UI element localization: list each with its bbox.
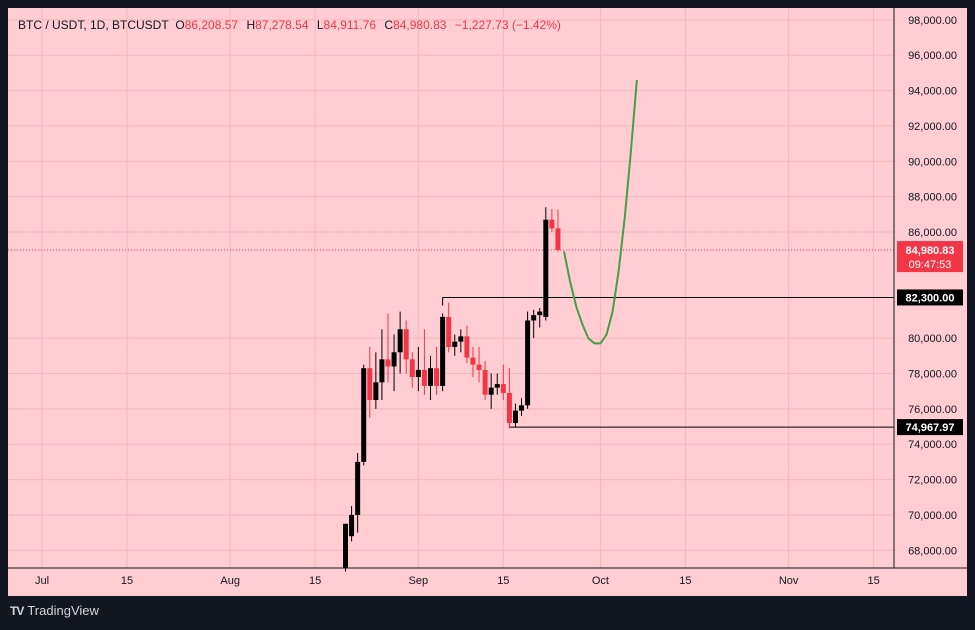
- x-tick-label: Nov: [779, 575, 799, 587]
- current-price-tag: [897, 241, 963, 273]
- candle-body: [379, 359, 385, 383]
- x-tick-label: Sep: [409, 575, 429, 587]
- x-tick-label: Jul: [35, 575, 49, 587]
- x-tick-label: 15: [121, 575, 133, 587]
- candle-body: [537, 311, 543, 316]
- current-price-label: 84,980.83: [906, 245, 955, 257]
- candle-body: [458, 336, 464, 342]
- candle-body: [343, 523, 348, 568]
- candle-body: [397, 329, 403, 353]
- level-price-label: 74,967.97: [906, 422, 955, 434]
- candle-body: [525, 320, 531, 406]
- y-tick-label: 98,000.00: [908, 15, 957, 27]
- candle-body: [434, 368, 440, 386]
- change-value: −1,227.73 (−1.42%): [454, 18, 561, 32]
- y-tick-label: 70,000.00: [908, 510, 957, 522]
- candle-body: [531, 315, 537, 321]
- y-tick-label: 80,000.00: [908, 333, 957, 345]
- y-tick-label: 96,000.00: [908, 50, 957, 62]
- low-label: L: [316, 18, 324, 32]
- candle-body: [476, 364, 482, 370]
- symbol-legend: BTC / USDT, 1D, BTCUSDT O86,208.57 H87,2…: [18, 18, 566, 32]
- y-tick-label: 92,000.00: [908, 121, 957, 133]
- candle-body: [549, 219, 555, 229]
- candle-body: [470, 357, 476, 365]
- candle-body: [391, 352, 397, 367]
- open-value: 86,208.57: [184, 18, 239, 32]
- y-tick-label: 86,000.00: [908, 227, 957, 239]
- candle-body: [415, 369, 421, 378]
- candle-body: [488, 387, 494, 395]
- candle-body: [519, 405, 525, 411]
- countdown-label: 09:47:53: [909, 259, 952, 271]
- candle-body: [464, 336, 470, 358]
- candle-body: [555, 228, 561, 251]
- y-tick-label: 78,000.00: [908, 368, 957, 380]
- level-price-tag: [897, 419, 963, 436]
- candle-body: [367, 368, 373, 401]
- y-tick-label: 68,000.00: [908, 545, 957, 557]
- candle-body: [452, 341, 458, 347]
- candle-body: [349, 514, 355, 537]
- level-price-label: 82,300.00: [906, 292, 955, 304]
- candle-body: [421, 369, 427, 386]
- y-tick-label: 72,000.00: [908, 475, 957, 487]
- candle-body: [409, 359, 415, 378]
- x-tick-label: 15: [679, 575, 691, 587]
- candle-body: [373, 382, 379, 401]
- candle-body: [427, 368, 433, 386]
- x-tick-label: Oct: [592, 575, 609, 587]
- candle-body: [500, 384, 506, 393]
- candle-body: [440, 316, 446, 386]
- footer-brand[interactable]: TV TradingView: [10, 603, 99, 618]
- candle-body: [403, 329, 409, 360]
- candle-body: [446, 316, 452, 347]
- candle-body: [482, 369, 488, 395]
- low-value: 84,911.76: [323, 18, 377, 32]
- level-price-tag: [897, 289, 963, 306]
- close-value: 84,980.83: [393, 18, 447, 32]
- symbol-title: BTC / USDT, 1D, BTCUSDT: [18, 18, 169, 32]
- candle-body: [355, 461, 361, 515]
- high-value: 87,278.54: [255, 18, 309, 32]
- x-tick-label: 15: [867, 575, 879, 587]
- close-label: C: [384, 18, 394, 32]
- x-tick-label: 15: [309, 575, 321, 587]
- candle-body: [512, 410, 518, 424]
- candle-body: [385, 359, 391, 367]
- y-tick-label: 94,000.00: [908, 86, 957, 98]
- y-tick-label: 90,000.00: [908, 156, 957, 168]
- tradingview-logo-icon: TV: [10, 603, 24, 618]
- high-label: H: [246, 18, 256, 32]
- y-tick-label: 74,000.00: [908, 439, 957, 451]
- candle-body: [506, 392, 512, 424]
- y-tick-label: 76,000.00: [908, 404, 957, 416]
- x-tick-label: Aug: [220, 575, 240, 587]
- chart-panel[interactable]: 98,000.00 96,000.00 94,000.00 92,000.00 90,0…: [8, 8, 967, 596]
- candle-body: [543, 219, 549, 317]
- x-tick-label: 15: [497, 575, 509, 587]
- candle-body: [494, 384, 500, 388]
- open-label: O: [175, 18, 185, 32]
- y-tick-label: 88,000.00: [908, 192, 957, 204]
- chart-canvas[interactable]: 98,000.00 96,000.00 94,000.00 92,000.00 90,0…: [8, 8, 967, 596]
- tradingview-brand: TradingView: [27, 603, 99, 618]
- projection-curve: [563, 79, 638, 345]
- candle-body: [361, 368, 367, 462]
